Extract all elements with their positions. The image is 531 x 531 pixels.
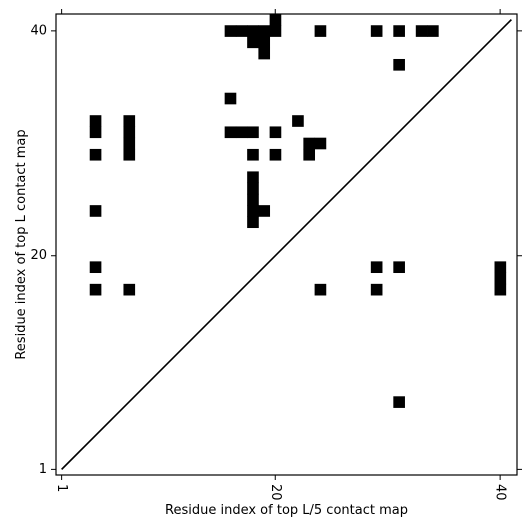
top-l-contact-cell <box>393 396 405 408</box>
top-l5-contact-cell <box>224 126 237 139</box>
top-l5-contact-cell <box>89 148 102 161</box>
top-l5-contact-cell <box>247 126 259 139</box>
top-l5-contact-cell <box>247 36 259 49</box>
top-l5-contact-cell <box>303 148 316 161</box>
top-l5-contact-cell <box>269 148 282 161</box>
top-l5-contact-cell <box>247 182 259 195</box>
top-l5-contact-cell <box>427 25 439 37</box>
top-l5-contact-cell <box>258 25 271 37</box>
top-l5-contact-cell <box>269 25 282 37</box>
top-l5-contact-cell <box>292 115 304 127</box>
top-l5-contact-cell <box>235 126 248 139</box>
top-l-contact-cell <box>393 261 405 274</box>
top-l5-contact-cell <box>89 205 102 217</box>
top-l5-contact-cell <box>258 47 271 60</box>
top-l-contact-cell <box>494 283 507 296</box>
top-l5-contact-cell <box>123 115 136 127</box>
plot-frame <box>55 13 518 476</box>
top-l5-contact-cell <box>258 36 271 49</box>
top-l5-contact-cell <box>224 25 237 37</box>
top-l5-contact-cell <box>224 92 237 105</box>
top-l5-contact-cell <box>247 171 259 184</box>
top-l5-contact-cell <box>370 25 383 37</box>
top-l5-contact-cell <box>123 148 136 161</box>
top-l5-contact-cell <box>89 126 102 139</box>
axis-ticks: 1 20 40 1 20 40 <box>30 9 522 501</box>
top-l-contact-cell <box>89 261 102 274</box>
top-l5-contact-cell <box>89 115 102 127</box>
top-l5-contact-cell <box>123 137 136 150</box>
top-l5-contact-cell <box>258 205 271 217</box>
top-l-contact-cell <box>370 261 383 274</box>
top-l5-contact-cell <box>393 25 405 37</box>
x-tick-label: 40 <box>493 484 508 501</box>
top-l5-contact-cell <box>314 137 327 150</box>
x-tick-label: 20 <box>268 484 283 501</box>
top-l5-contact-cell <box>303 137 316 150</box>
top-l5-contact-cell <box>247 205 259 217</box>
top-l5-contact-cell <box>247 25 259 37</box>
x-tick-label: 1 <box>54 484 69 492</box>
x-axis-label: Residue index of top L/5 contact map <box>165 503 408 518</box>
top-l5-contact-cell <box>247 216 259 229</box>
top-l5-contact-cell <box>235 25 248 37</box>
top-l-contact-cell <box>89 283 102 296</box>
top-l-contact-cell <box>494 261 507 274</box>
top-l5-contact-cell <box>314 25 327 37</box>
contact-cells <box>89 14 507 408</box>
top-l5-contact-cell <box>269 126 282 139</box>
top-l5-contact-cell <box>393 58 405 71</box>
top-l-contact-cell <box>314 283 327 296</box>
diagonal-line <box>61 19 512 470</box>
y-tick-label: 1 <box>39 462 47 477</box>
top-l-contact-cell <box>494 272 507 285</box>
top-l-contact-cell <box>370 283 383 296</box>
top-l5-contact-cell <box>247 193 259 206</box>
top-l5-contact-cell <box>269 14 282 26</box>
top-l5-contact-cell <box>247 148 259 161</box>
top-l5-contact-cell <box>415 25 428 37</box>
y-tick-label: 40 <box>30 23 47 38</box>
top-l-contact-cell <box>123 283 136 296</box>
top-l5-contact-cell <box>123 126 136 139</box>
y-axis-label: Residue index of top L contact map <box>14 129 29 359</box>
y-tick-label: 20 <box>30 248 47 263</box>
